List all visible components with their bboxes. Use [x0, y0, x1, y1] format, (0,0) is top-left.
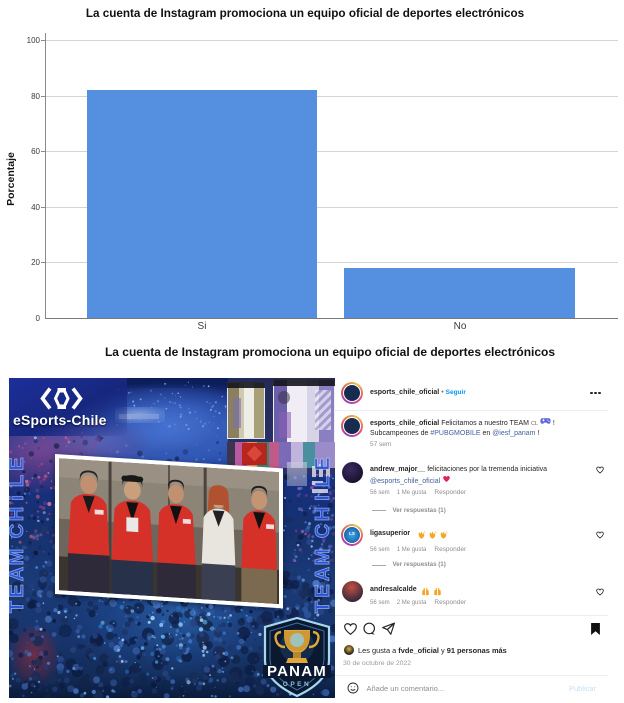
- svg-text:PANAM: PANAM: [267, 663, 327, 680]
- svg-text:OPEN: OPEN: [283, 681, 311, 688]
